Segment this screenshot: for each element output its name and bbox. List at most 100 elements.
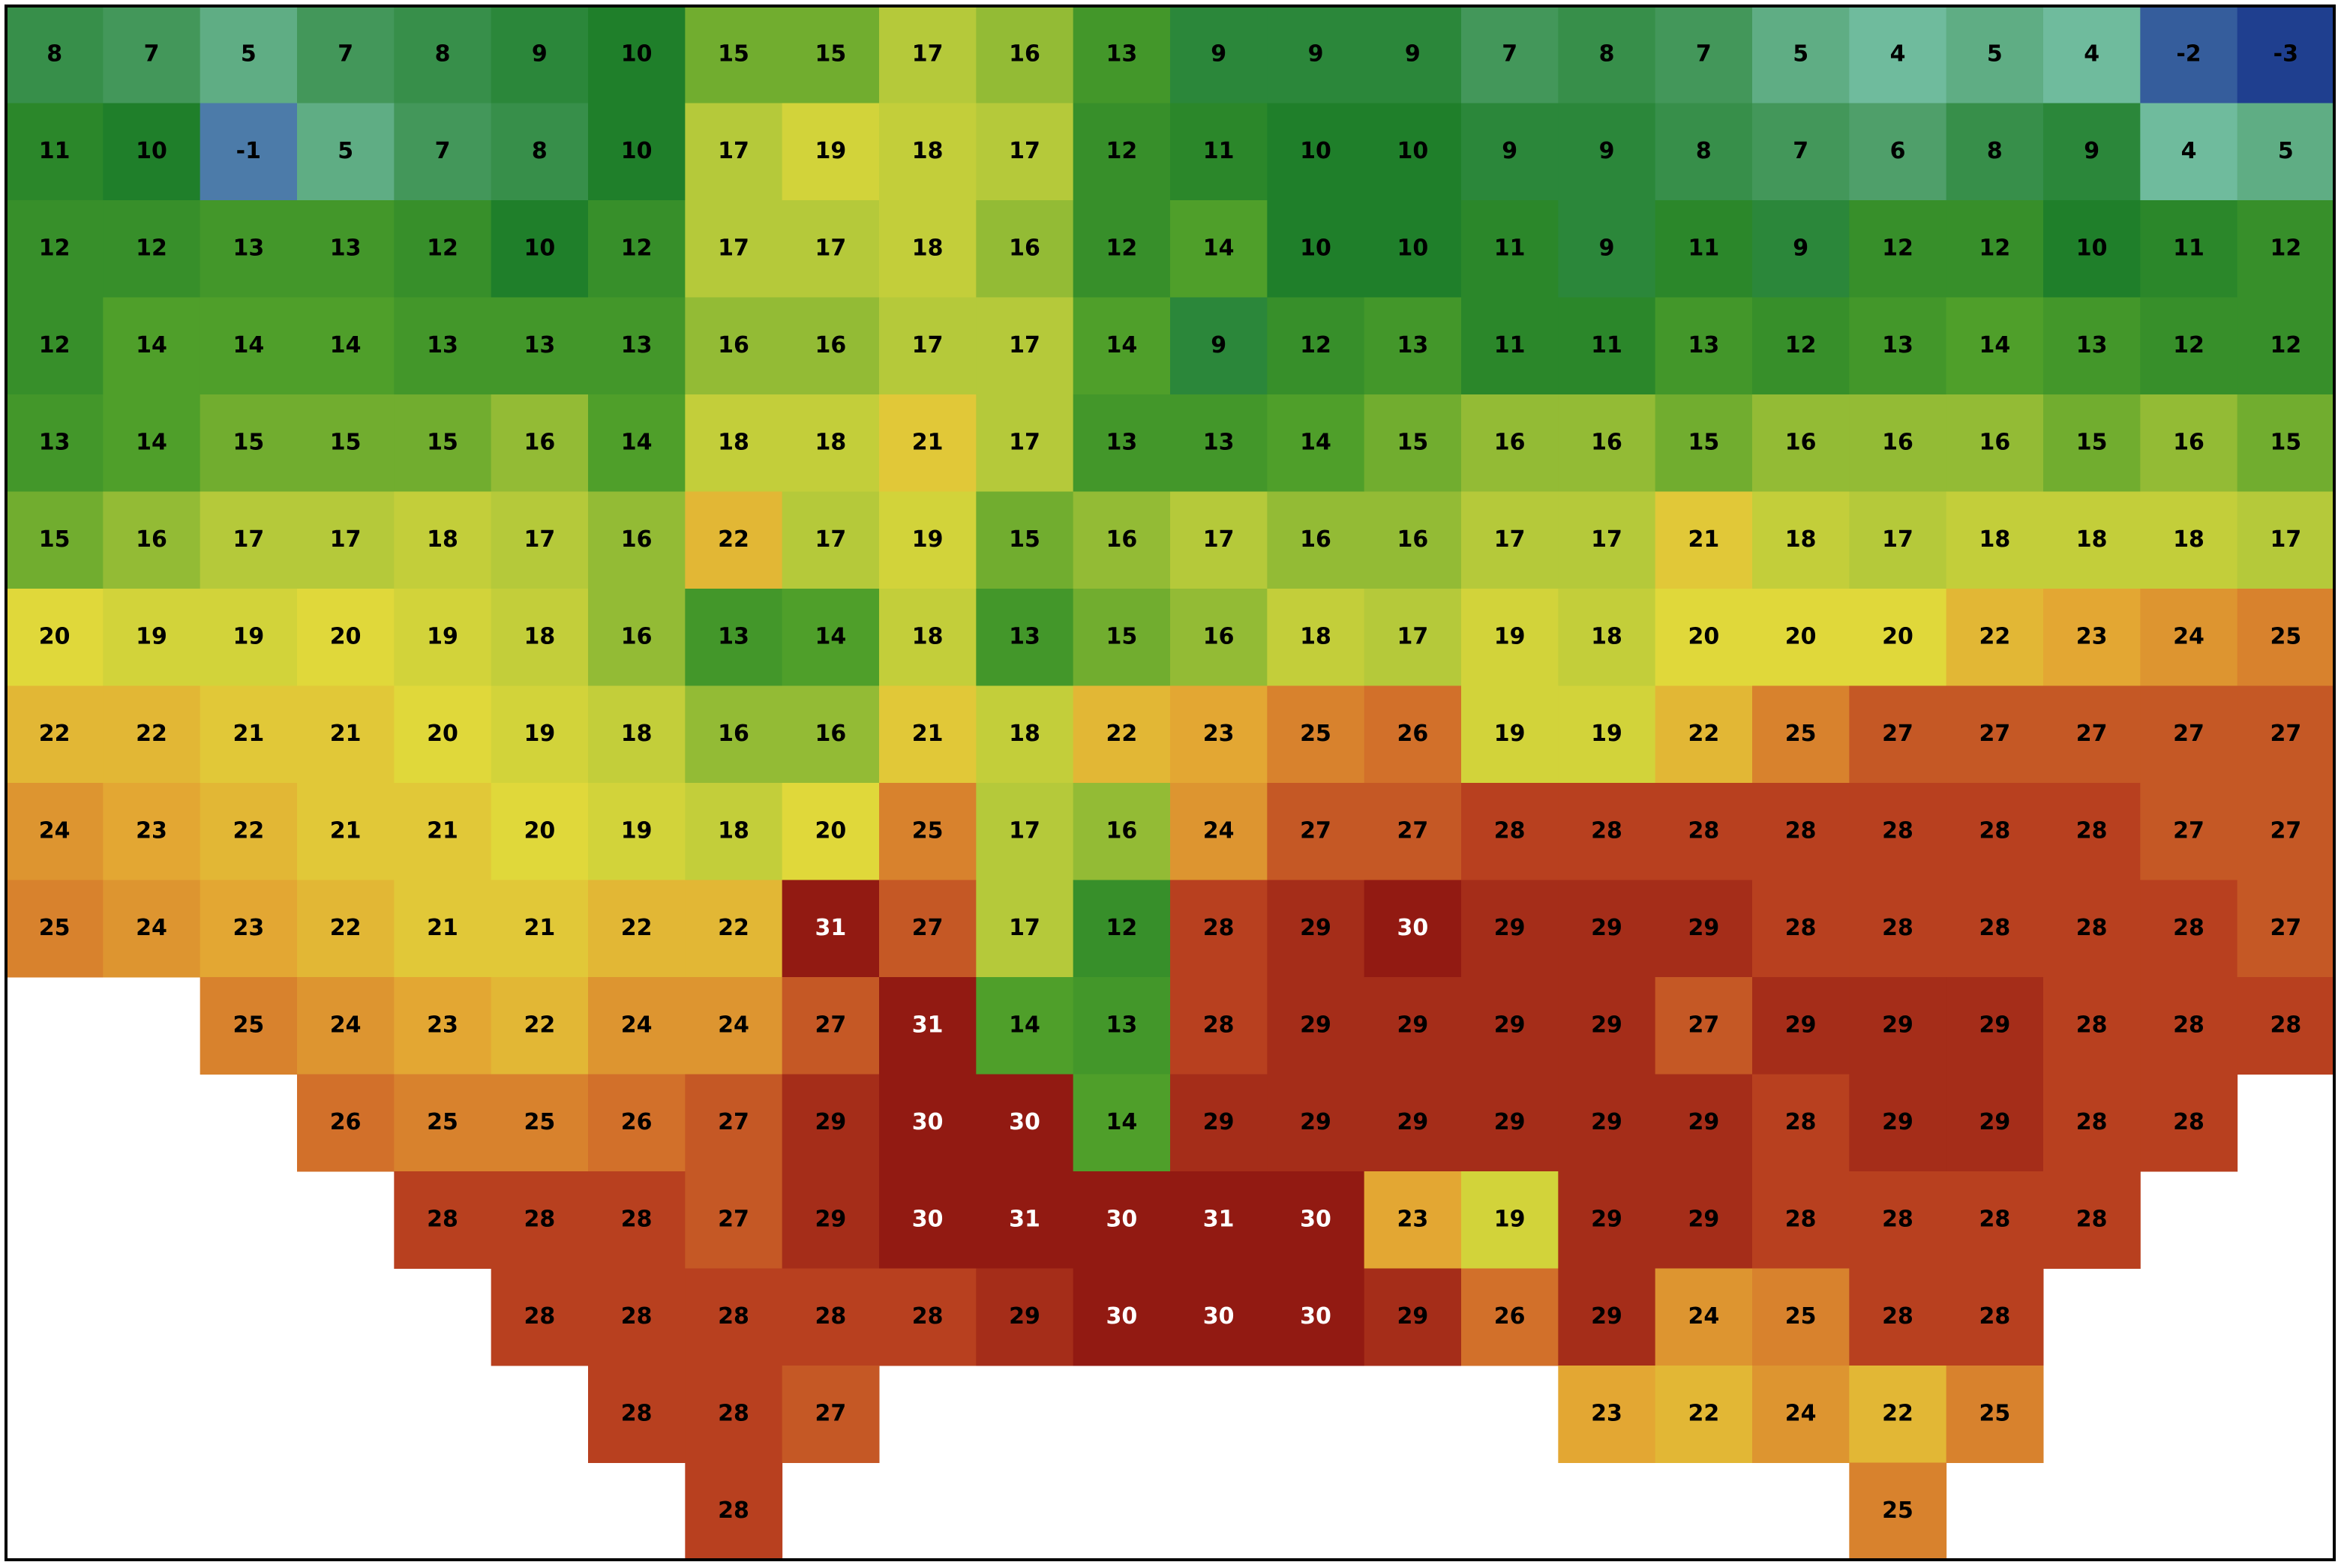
temperature-cell xyxy=(1946,1366,2044,1463)
temperature-cell xyxy=(685,103,783,201)
temperature-cell xyxy=(1267,977,1365,1075)
temperature-cell xyxy=(491,1074,589,1172)
temperature-cell xyxy=(491,589,589,686)
temperature-cell xyxy=(2140,6,2238,103)
temperature-label: 25 xyxy=(1882,1498,1913,1524)
temperature-label: 9 xyxy=(1793,235,1808,261)
temperature-label: 15 xyxy=(815,40,846,67)
temperature-cell xyxy=(2043,589,2141,686)
temperature-cell xyxy=(782,783,880,880)
temperature-label: 17 xyxy=(1009,138,1040,164)
temperature-cell xyxy=(1849,297,1947,395)
temperature-label: 20 xyxy=(330,623,362,649)
temperature-cell xyxy=(1461,297,1559,395)
temperature-cell xyxy=(1461,783,1559,880)
temperature-cell xyxy=(685,589,783,686)
temperature-label: 18 xyxy=(2076,526,2108,553)
temperature-label: 29 xyxy=(815,1109,846,1135)
temperature-label: 25 xyxy=(912,817,944,844)
temperature-label: 7 xyxy=(435,138,451,164)
temperature-label: 13 xyxy=(524,332,555,358)
temperature-cell xyxy=(1170,6,1268,103)
temperature-cell xyxy=(588,1074,686,1172)
temperature-cell xyxy=(782,589,880,686)
temperature-label: 9 xyxy=(1211,40,1226,67)
temperature-label: 28 xyxy=(2173,1012,2204,1038)
temperature-cell xyxy=(1073,1171,1171,1269)
temperature-cell xyxy=(1558,1268,1656,1366)
temperature-label: 25 xyxy=(1785,1303,1817,1330)
temperature-cell xyxy=(879,103,977,201)
temperature-label: 10 xyxy=(524,235,555,261)
temperature-cell xyxy=(879,589,977,686)
temperature-label: 10 xyxy=(621,40,653,67)
temperature-cell xyxy=(1752,1268,1850,1366)
temperature-cell xyxy=(1655,103,1753,201)
temperature-cell xyxy=(685,297,783,395)
temperature-cell xyxy=(1849,977,1947,1075)
temperature-label: 28 xyxy=(524,1206,555,1232)
temperature-cell xyxy=(976,394,1074,492)
temperature-label: 13 xyxy=(1203,429,1235,455)
temperature-label: 19 xyxy=(427,623,458,649)
temperature-label: 17 xyxy=(1009,429,1040,455)
temperature-label: 16 xyxy=(1494,429,1526,455)
temperature-label: 8 xyxy=(1696,138,1712,164)
temperature-label: 19 xyxy=(1494,623,1526,649)
temperature-label: 25 xyxy=(233,1012,264,1038)
temperature-label: 22 xyxy=(1106,721,1137,747)
temperature-cell xyxy=(1946,783,2044,880)
temperature-label: 31 xyxy=(1203,1206,1235,1232)
temperature-cell xyxy=(1461,685,1559,784)
temperature-label: 28 xyxy=(1785,915,1817,941)
temperature-label: 18 xyxy=(912,138,944,164)
temperature-cell xyxy=(685,783,783,880)
temperature-label: 28 xyxy=(1882,915,1913,941)
temperature-cell xyxy=(1752,297,1850,395)
temperature-cell xyxy=(1558,589,1656,686)
temperature-cell xyxy=(1461,491,1559,589)
temperature-label: 28 xyxy=(718,1400,749,1426)
temperature-label: 14 xyxy=(815,623,846,649)
temperature-cell xyxy=(879,1268,977,1366)
temperature-cell xyxy=(1752,103,1850,201)
temperature-cell xyxy=(1752,491,1850,589)
temperature-label: 17 xyxy=(1009,332,1040,358)
temperature-label: 25 xyxy=(2270,623,2301,649)
temperature-label: 16 xyxy=(815,332,846,358)
temperature-cell xyxy=(103,394,201,492)
temperature-label: 16 xyxy=(1785,429,1817,455)
temperature-cell xyxy=(1170,103,1268,201)
temperature-label: 16 xyxy=(1106,526,1137,553)
temperature-cell xyxy=(2140,491,2238,589)
temperature-cell xyxy=(685,491,783,589)
temperature-cell xyxy=(1849,200,1947,298)
temperature-cell xyxy=(1558,491,1656,589)
temperature-label: 9 xyxy=(1502,138,1517,164)
temperature-label: 28 xyxy=(1203,1012,1235,1038)
temperature-cell xyxy=(1558,880,1656,978)
temperature-label: 7 xyxy=(144,40,160,67)
temperature-cell xyxy=(2140,977,2238,1075)
temperature-cell xyxy=(1461,1268,1559,1366)
temperature-cell xyxy=(879,880,977,978)
temperature-label: 13 xyxy=(1882,332,1913,358)
temperature-label: 29 xyxy=(1591,915,1622,941)
temperature-label: 9 xyxy=(1211,332,1226,358)
temperature-label: 17 xyxy=(815,235,846,261)
temperature-label: 15 xyxy=(427,429,458,455)
temperature-cell xyxy=(491,297,589,395)
temperature-cell xyxy=(297,103,395,201)
temperature-label: 17 xyxy=(524,526,555,553)
temperature-label: 10 xyxy=(621,138,653,164)
temperature-cell xyxy=(491,977,589,1075)
temperature-label: 18 xyxy=(524,623,555,649)
temperature-cell xyxy=(588,103,686,201)
temperature-cell xyxy=(782,685,880,784)
temperature-label: 29 xyxy=(1494,1012,1526,1038)
temperature-cell xyxy=(1558,977,1656,1075)
temperature-label: 7 xyxy=(1696,40,1712,67)
temperature-label: 9 xyxy=(1599,235,1615,261)
temperature-label: 17 xyxy=(1882,526,1913,553)
temperature-cell xyxy=(1267,297,1365,395)
